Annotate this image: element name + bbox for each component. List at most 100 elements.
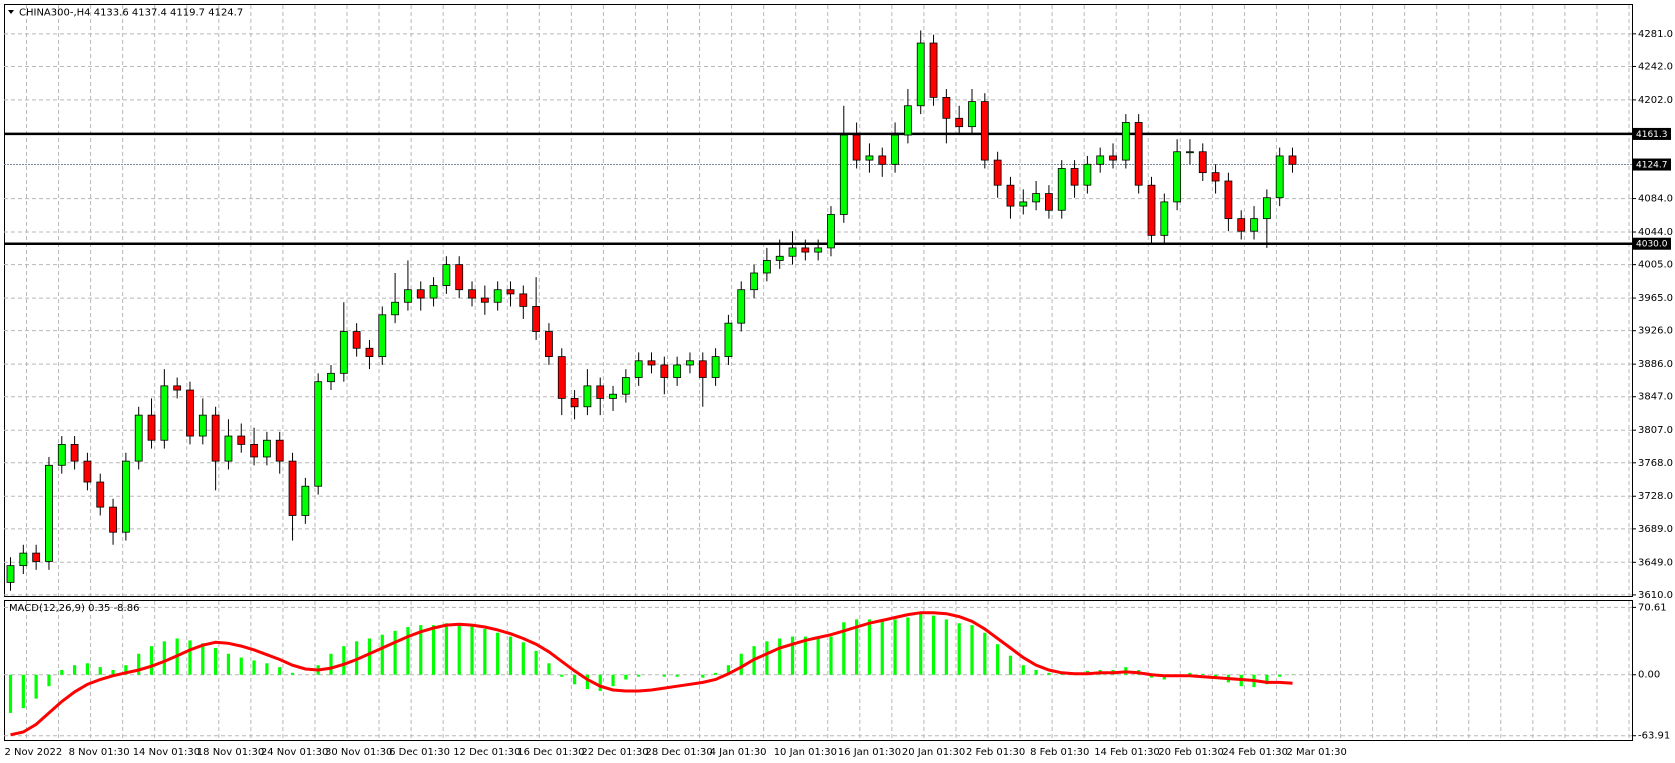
candle-body [929, 42, 938, 98]
macd-bar [406, 627, 410, 675]
macd-bar [662, 674, 666, 677]
candle-body [878, 155, 887, 165]
candle-body [237, 435, 246, 445]
macd-bar [214, 648, 218, 675]
macd-bar [778, 638, 782, 675]
macd-bar [919, 611, 923, 675]
macd-bar [521, 642, 525, 675]
candle-body [186, 389, 194, 437]
x-tick-label: 16 Dec 01:30 [517, 747, 584, 758]
x-tick-label: 24 Nov 01:30 [261, 747, 328, 758]
y-tick-label: 3649.0 [1638, 557, 1673, 568]
macd-bar [483, 628, 487, 675]
macd-bar [265, 663, 269, 675]
candle-body [1109, 155, 1117, 161]
macd-bar [73, 665, 77, 675]
y-tick-label: 3689.0 [1638, 524, 1673, 535]
candle-body [686, 360, 694, 366]
candle-body [839, 134, 848, 215]
candle-body [955, 117, 964, 128]
title-marker [8, 10, 14, 14]
candle-body [391, 301, 400, 316]
current-price-label: 4124.7 [1636, 161, 1668, 171]
candle-body [455, 264, 464, 291]
price-panel [4, 4, 1633, 597]
candle-body [1083, 163, 1092, 186]
x-tick-label: 14 Feb 01:30 [1094, 747, 1160, 758]
macd-bar [1188, 672, 1192, 675]
macd-bar [893, 619, 897, 675]
macd-bar [996, 644, 1000, 675]
y-tick-label: 3886.0 [1638, 359, 1673, 370]
macd-bar [47, 674, 51, 687]
macd-bar [1047, 672, 1051, 675]
x-tick-label: 2 Mar 01:30 [1287, 747, 1347, 758]
candle-body [173, 385, 182, 391]
candle-body [801, 247, 810, 253]
candle-body [442, 264, 451, 286]
candle-body [634, 360, 643, 378]
candle-body [762, 260, 771, 274]
y-tick-label: 4084.0 [1638, 194, 1673, 205]
candle-body [775, 255, 784, 261]
macd-bar [931, 615, 936, 675]
x-tick-label: 10 Jan 01:30 [774, 747, 837, 758]
candle-body [1288, 155, 1297, 165]
candle-body [570, 398, 579, 408]
macd-bar [880, 621, 884, 675]
macd-bar [8, 674, 13, 713]
macd-bar [675, 674, 679, 677]
macd-bar [278, 667, 282, 675]
candle-body [70, 444, 79, 462]
y-tick-label: 3847.0 [1638, 392, 1673, 403]
level-label: 4030.0 [1636, 240, 1668, 250]
macd-bar [534, 650, 538, 675]
y-tick-label: 3728.0 [1638, 491, 1673, 502]
y-tick-label: 4044.0 [1638, 227, 1673, 238]
macd-bar [765, 641, 769, 675]
level-label-box [1633, 127, 1671, 140]
candle-body [596, 385, 605, 399]
candle-body [1070, 168, 1079, 186]
x-tick-label: 12 Dec 01:30 [453, 747, 520, 758]
candle-body [6, 565, 15, 583]
macd-bar [906, 617, 910, 675]
x-tick-label: 20 Jan 01:30 [902, 747, 965, 758]
macd-bar [739, 653, 743, 675]
level-label: 4161.3 [1636, 130, 1668, 140]
x-tick-label: 4 Jan 01:30 [710, 747, 767, 758]
macd-bar [983, 632, 987, 675]
candle-body [1096, 155, 1105, 165]
macd-bar [1213, 674, 1218, 677]
macd-bar [726, 665, 731, 675]
candle-body [852, 134, 861, 161]
candle-body [147, 414, 156, 441]
candle-body [827, 214, 835, 249]
candle-body [480, 297, 489, 303]
macd-bar [162, 641, 166, 675]
macd-bar [137, 653, 141, 675]
x-tick-label: 18 Nov 01:30 [197, 747, 264, 758]
macd-bar [842, 622, 846, 675]
macd-bar [547, 663, 551, 675]
candle-body [262, 439, 271, 458]
x-tick-label: 8 Feb 01:30 [1030, 747, 1089, 758]
candle-body [339, 331, 348, 374]
x-tick-label: 30 Nov 01:30 [325, 747, 392, 758]
candle-body [327, 372, 335, 383]
candle-body [1045, 193, 1053, 211]
candle-body [904, 105, 912, 136]
x-tick-label: 6 Dec 01:30 [389, 747, 450, 758]
macd-bar [380, 634, 384, 675]
macd-bar [226, 653, 231, 675]
candle-body [750, 272, 758, 291]
candle-body [404, 289, 412, 303]
candle-body [1057, 168, 1066, 211]
y-tick-label: 3807.0 [1638, 425, 1673, 436]
candle-body [993, 159, 1002, 186]
candle-body [96, 481, 105, 508]
candle-body [673, 364, 682, 378]
candle-body [698, 360, 707, 378]
candle-body [621, 377, 630, 395]
